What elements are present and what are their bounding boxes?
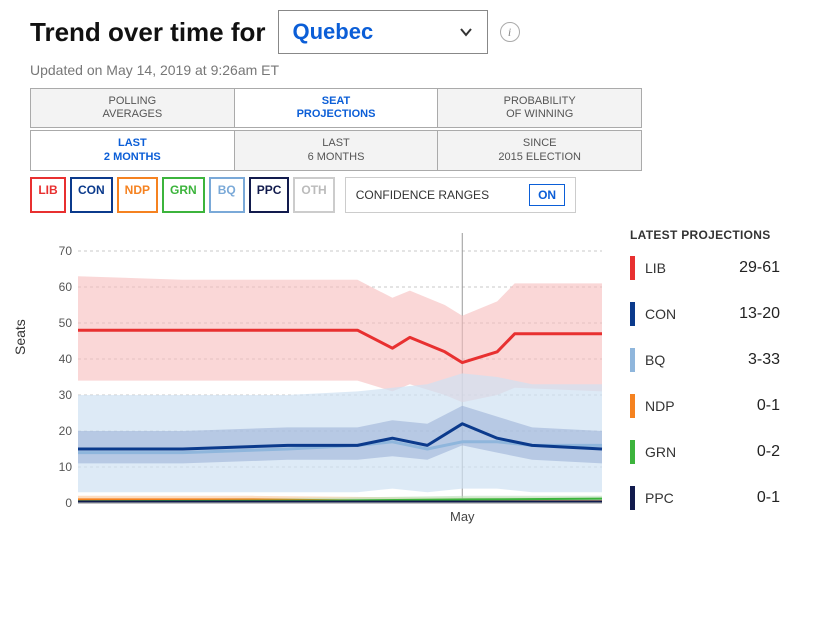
legend-row-con: CON 13-20 bbox=[630, 302, 780, 326]
legend-range: 29-61 bbox=[739, 259, 780, 277]
metric-tabs: POLLINGAVERAGESSEATPROJECTIONSPROBABILIT… bbox=[30, 88, 642, 128]
legend-title: LATEST PROJECTIONS bbox=[630, 228, 780, 242]
svg-text:60: 60 bbox=[59, 280, 73, 294]
legend-swatch bbox=[630, 348, 635, 372]
legend-row-bq: BQ 3-33 bbox=[630, 348, 780, 372]
tab-metric-seat[interactable]: SEATPROJECTIONS bbox=[235, 89, 439, 127]
party-chip-ppc[interactable]: PPC bbox=[249, 177, 290, 213]
legend-row-grn: GRN 0-2 bbox=[630, 440, 780, 464]
confidence-toggle[interactable]: ON bbox=[529, 184, 565, 206]
party-chip-con[interactable]: CON bbox=[70, 177, 113, 213]
trend-chart: 0 10 20 30 40 50 60 70 May bbox=[30, 223, 610, 533]
confidence-toggle-box: CONFIDENCE RANGES ON bbox=[345, 177, 576, 213]
legend-range: 0-1 bbox=[757, 489, 780, 507]
info-icon[interactable]: i bbox=[500, 22, 520, 42]
party-chip-ndp[interactable]: NDP bbox=[117, 177, 158, 213]
legend-code: GRN bbox=[645, 444, 685, 460]
legend-range: 0-2 bbox=[757, 443, 780, 461]
legend-swatch bbox=[630, 302, 635, 326]
tab-range-since[interactable]: SINCE2015 ELECTION bbox=[438, 131, 641, 169]
legend-range: 0-1 bbox=[757, 397, 780, 415]
updated-text: Updated on May 14, 2019 at 9:26am ET bbox=[30, 62, 805, 78]
page-title: Trend over time for bbox=[30, 17, 266, 48]
tab-metric-polling[interactable]: POLLINGAVERAGES bbox=[31, 89, 235, 127]
legend-swatch bbox=[630, 394, 635, 418]
legend-swatch bbox=[630, 256, 635, 280]
range-tabs: LAST2 MONTHSLAST6 MONTHSSINCE2015 ELECTI… bbox=[30, 130, 642, 170]
legend-row-ndp: NDP 0-1 bbox=[630, 394, 780, 418]
legend-swatch bbox=[630, 440, 635, 464]
legend-swatch bbox=[630, 486, 635, 510]
tab-range-last[interactable]: LAST6 MONTHS bbox=[235, 131, 439, 169]
svg-text:30: 30 bbox=[59, 388, 73, 402]
svg-text:0: 0 bbox=[65, 496, 72, 510]
party-chip-lib[interactable]: LIB bbox=[30, 177, 66, 213]
region-select[interactable]: Quebec bbox=[278, 10, 488, 54]
svg-text:70: 70 bbox=[59, 244, 73, 258]
confidence-label: CONFIDENCE RANGES bbox=[356, 188, 489, 202]
legend-panel: LATEST PROJECTIONS LIB 29-61 CON 13-20 BQ 3-3… bbox=[630, 223, 780, 538]
legend-row-lib: LIB 29-61 bbox=[630, 256, 780, 280]
chevron-down-icon bbox=[459, 19, 473, 45]
svg-text:10: 10 bbox=[59, 460, 73, 474]
region-value: Quebec bbox=[293, 19, 374, 44]
legend-range: 13-20 bbox=[739, 305, 780, 323]
legend-code: PPC bbox=[645, 490, 685, 506]
legend-row-ppc: PPC 0-1 bbox=[630, 486, 780, 510]
tab-metric-probability[interactable]: PROBABILITYOF WINNING bbox=[438, 89, 641, 127]
party-chip-oth[interactable]: OTH bbox=[293, 177, 334, 213]
legend-code: BQ bbox=[645, 352, 685, 368]
legend-code: CON bbox=[645, 306, 685, 322]
legend-range: 3-33 bbox=[748, 351, 780, 369]
party-chip-grn[interactable]: GRN bbox=[162, 177, 205, 213]
chart-container: Seats 010203040506070May bbox=[30, 223, 610, 538]
svg-text:40: 40 bbox=[59, 352, 73, 366]
y-axis-label: Seats bbox=[12, 319, 28, 355]
tab-range-last[interactable]: LAST2 MONTHS bbox=[31, 131, 235, 169]
party-chip-bq[interactable]: BQ bbox=[209, 177, 245, 213]
svg-text:50: 50 bbox=[59, 316, 73, 330]
svg-text:May: May bbox=[450, 509, 475, 524]
legend-code: LIB bbox=[645, 260, 685, 276]
legend-code: NDP bbox=[645, 398, 685, 414]
svg-text:20: 20 bbox=[59, 424, 73, 438]
party-chip-row: LIBCONNDPGRNBQPPCOTH bbox=[30, 177, 335, 213]
